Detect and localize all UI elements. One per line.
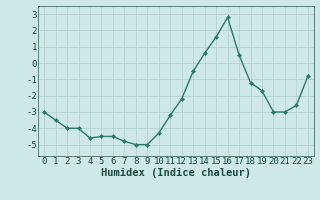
X-axis label: Humidex (Indice chaleur): Humidex (Indice chaleur) — [101, 168, 251, 178]
